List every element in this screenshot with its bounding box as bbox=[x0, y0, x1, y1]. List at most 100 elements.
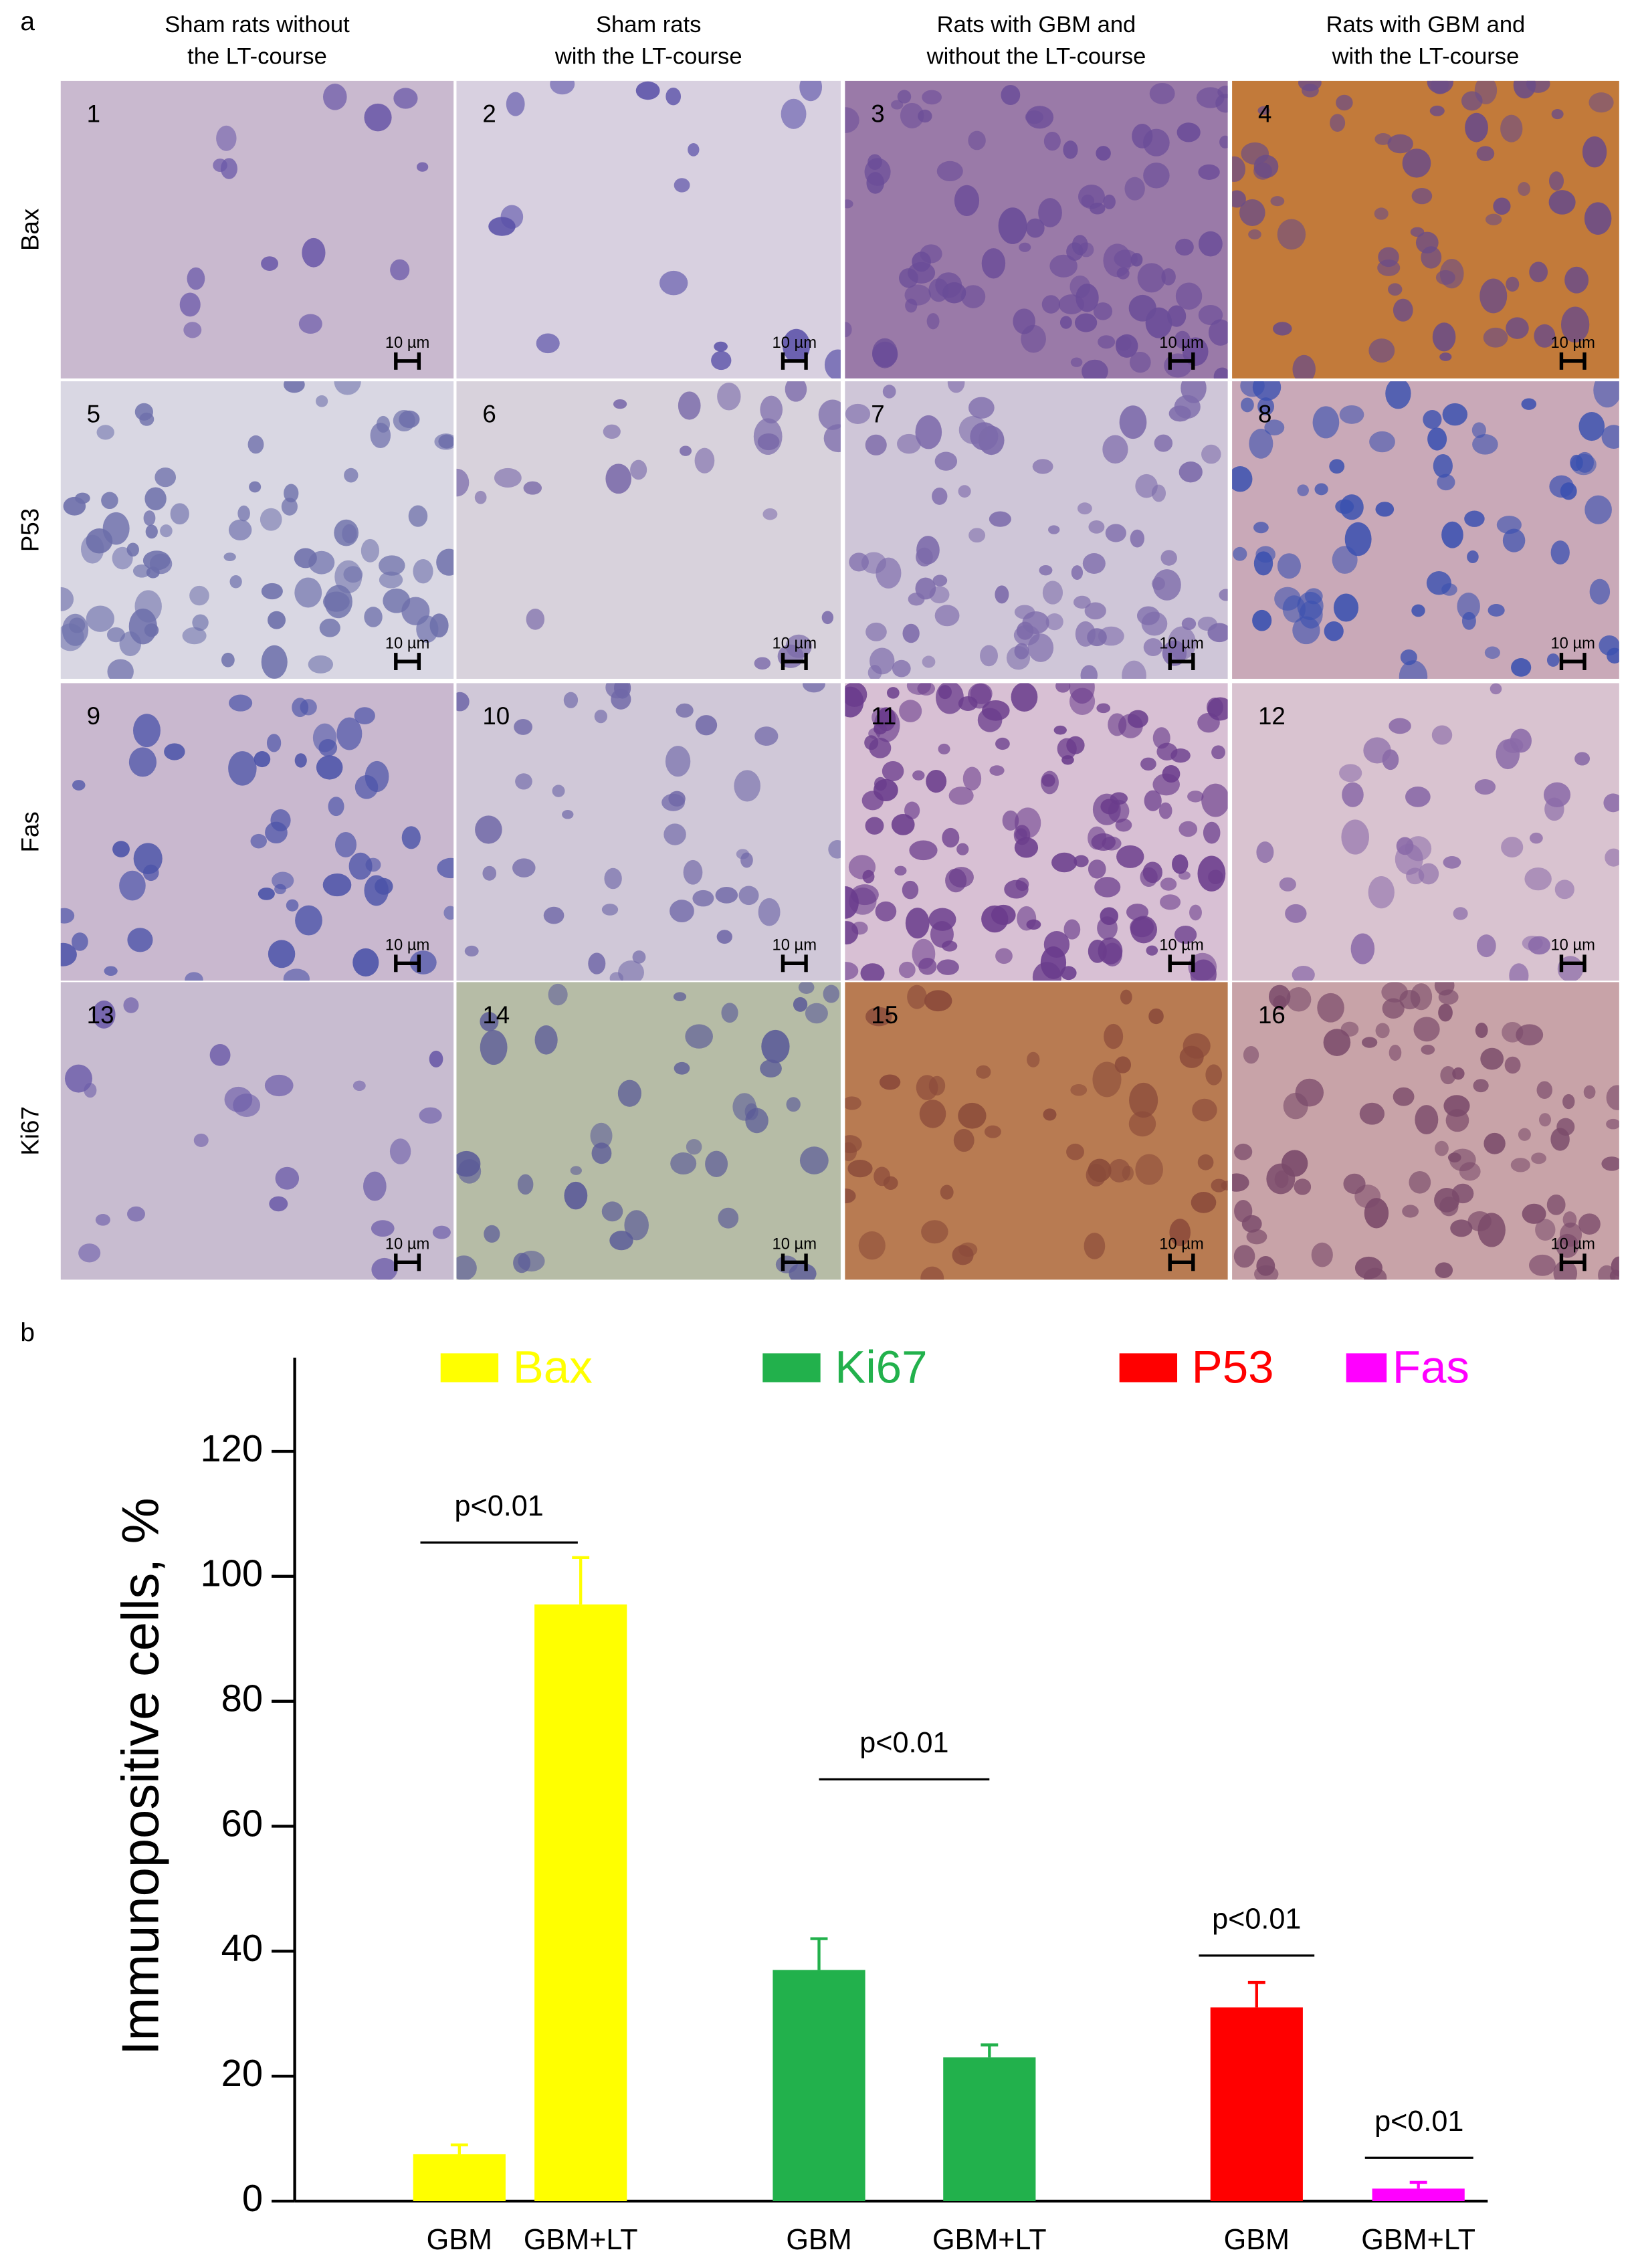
cell bbox=[1201, 783, 1228, 817]
cell bbox=[823, 985, 840, 1003]
cell bbox=[977, 708, 1003, 732]
cell bbox=[928, 278, 949, 302]
cell bbox=[1443, 855, 1461, 869]
cell bbox=[1529, 1254, 1556, 1276]
cell bbox=[302, 237, 326, 268]
cell bbox=[1292, 965, 1315, 981]
cell bbox=[601, 904, 619, 916]
scale-label: 10 µm bbox=[385, 334, 429, 352]
cell bbox=[938, 685, 952, 700]
cell bbox=[266, 734, 282, 752]
cell bbox=[1438, 989, 1459, 1005]
cell bbox=[72, 932, 88, 951]
cell bbox=[1439, 258, 1464, 289]
cell bbox=[1578, 411, 1605, 441]
cell bbox=[512, 858, 536, 878]
cell bbox=[224, 1086, 253, 1112]
cell bbox=[659, 270, 688, 296]
cell bbox=[1241, 397, 1254, 413]
cell bbox=[229, 694, 253, 712]
cells bbox=[1256, 683, 1619, 981]
cell bbox=[845, 1135, 862, 1154]
cell bbox=[1232, 156, 1246, 183]
cell bbox=[590, 1122, 613, 1149]
legend-label: Ki67 bbox=[835, 1341, 927, 1393]
cell bbox=[666, 88, 682, 106]
cell bbox=[409, 950, 437, 974]
cell bbox=[1098, 335, 1116, 349]
cell bbox=[361, 538, 380, 562]
cell bbox=[237, 505, 250, 522]
cell bbox=[793, 997, 808, 1012]
cell bbox=[1108, 1158, 1131, 1182]
cell bbox=[1465, 112, 1488, 142]
cell bbox=[670, 1152, 697, 1175]
cell bbox=[145, 524, 158, 539]
cell bbox=[264, 1074, 294, 1097]
cell bbox=[1233, 546, 1247, 561]
panel-number: 9 bbox=[87, 702, 100, 730]
cell bbox=[760, 395, 783, 424]
cell bbox=[318, 739, 338, 757]
cell bbox=[1274, 1170, 1289, 1189]
cell bbox=[1253, 162, 1273, 180]
cell bbox=[1330, 114, 1346, 132]
cell bbox=[938, 743, 950, 754]
cell bbox=[371, 1257, 398, 1280]
cell bbox=[1589, 579, 1611, 605]
cell bbox=[1234, 1143, 1253, 1160]
cell bbox=[563, 692, 579, 708]
significance-label: p<0.01 bbox=[859, 1727, 948, 1759]
cell bbox=[783, 328, 811, 363]
cell bbox=[718, 1207, 739, 1229]
cell bbox=[1011, 683, 1038, 712]
cell bbox=[1450, 1219, 1473, 1237]
cell bbox=[1164, 353, 1192, 378]
cell bbox=[1453, 907, 1468, 920]
cell bbox=[1274, 587, 1301, 611]
cell bbox=[228, 519, 252, 541]
cell bbox=[480, 1012, 499, 1031]
cell bbox=[1441, 583, 1457, 596]
cell bbox=[1451, 1183, 1474, 1204]
cell bbox=[1043, 131, 1061, 151]
cell bbox=[187, 267, 205, 290]
cell bbox=[1098, 626, 1124, 646]
cell bbox=[354, 707, 375, 724]
cell bbox=[132, 714, 161, 748]
cell bbox=[1506, 317, 1529, 339]
cell bbox=[942, 827, 960, 848]
column-header: Rats with GBM and bbox=[1326, 12, 1526, 37]
cell bbox=[294, 577, 322, 608]
cell bbox=[1574, 752, 1591, 766]
cell bbox=[1442, 403, 1468, 426]
scale-label: 10 µm bbox=[385, 936, 429, 954]
cell bbox=[1179, 821, 1198, 837]
cell bbox=[1447, 1152, 1461, 1163]
cell bbox=[1375, 1023, 1390, 1039]
cell bbox=[879, 1074, 901, 1090]
cell bbox=[1160, 878, 1177, 891]
cell bbox=[488, 217, 516, 236]
cell bbox=[1584, 495, 1612, 524]
cell bbox=[562, 810, 574, 819]
cell bbox=[102, 512, 130, 545]
cell bbox=[1172, 854, 1189, 874]
cell bbox=[112, 841, 130, 857]
cell bbox=[904, 801, 920, 819]
cell bbox=[1286, 987, 1312, 1012]
cell bbox=[1254, 1265, 1279, 1280]
cell bbox=[1071, 565, 1084, 580]
cell bbox=[1197, 616, 1217, 631]
x-tick-label: GBM+LT bbox=[1361, 2224, 1475, 2256]
cell bbox=[754, 657, 771, 670]
cell bbox=[1174, 330, 1191, 349]
cell bbox=[1239, 199, 1265, 227]
panel-number: 14 bbox=[482, 1001, 510, 1029]
cell bbox=[1304, 588, 1323, 605]
panel-number: 4 bbox=[1258, 100, 1271, 127]
cell bbox=[1257, 106, 1270, 115]
cell bbox=[1205, 1064, 1223, 1086]
cell bbox=[618, 960, 644, 981]
cell bbox=[322, 873, 352, 897]
